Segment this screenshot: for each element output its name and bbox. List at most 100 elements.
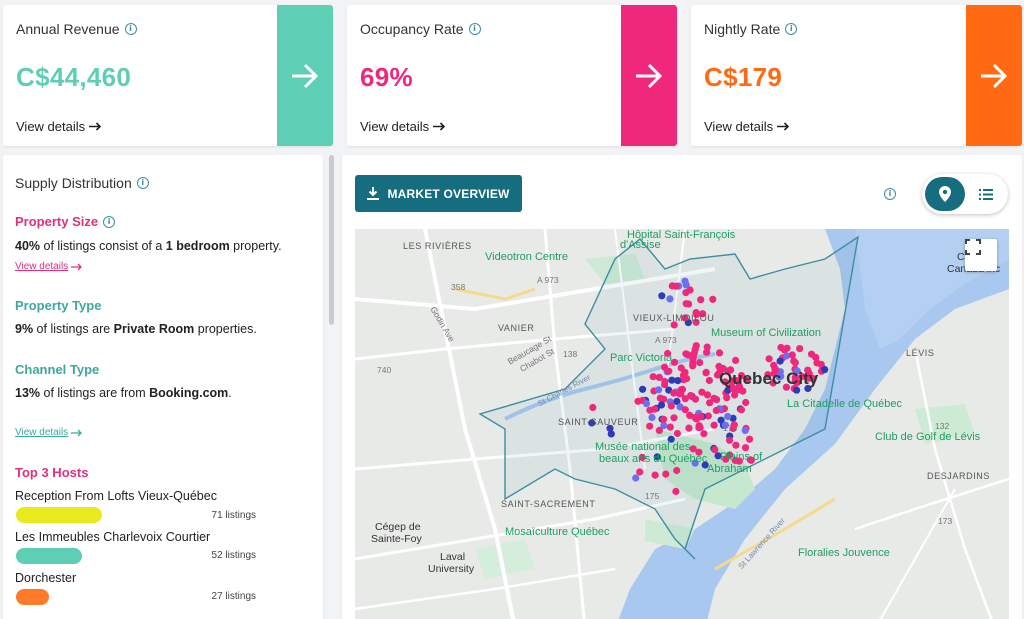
listing-marker[interactable]	[817, 360, 825, 368]
listing-marker[interactable]	[679, 376, 688, 384]
listing-marker[interactable]	[796, 345, 804, 353]
info-icon[interactable]: i	[884, 188, 896, 200]
listing-marker[interactable]	[634, 397, 642, 405]
listing-marker[interactable]	[807, 350, 816, 358]
listing-marker[interactable]	[804, 366, 812, 374]
listing-marker[interactable]	[632, 474, 640, 482]
listing-marker[interactable]	[725, 436, 734, 444]
listing-marker[interactable]	[660, 395, 668, 403]
listing-marker[interactable]	[666, 423, 674, 431]
listing-marker[interactable]	[672, 487, 680, 495]
listing-marker[interactable]	[727, 366, 735, 374]
listing-marker[interactable]	[804, 384, 812, 393]
listing-marker[interactable]	[696, 423, 704, 432]
listing-marker[interactable]	[667, 402, 675, 410]
info-icon[interactable]: i	[468, 23, 481, 35]
listings-map[interactable]: LES RIVIÈRES Videotron Centre Hôpital Sa…	[355, 229, 1009, 619]
listing-marker[interactable]	[726, 451, 734, 459]
listing-marker[interactable]	[731, 456, 739, 464]
listing-marker[interactable]	[681, 395, 689, 403]
info-icon[interactable]: i	[124, 23, 137, 35]
property-size-view-details-link[interactable]: View details	[15, 261, 83, 272]
listing-marker[interactable]	[681, 406, 689, 414]
listing-marker[interactable]	[660, 421, 668, 430]
listing-marker[interactable]	[703, 348, 711, 356]
listing-marker[interactable]	[681, 314, 689, 322]
info-icon[interactable]: i	[136, 177, 149, 189]
listing-marker[interactable]	[713, 396, 721, 404]
listing-marker[interactable]	[670, 414, 678, 422]
listing-marker[interactable]	[648, 413, 656, 422]
listing-marker[interactable]	[747, 456, 755, 464]
listing-marker[interactable]	[703, 343, 711, 351]
listing-marker[interactable]	[698, 388, 706, 396]
listing-marker[interactable]	[743, 376, 751, 384]
listing-marker[interactable]	[729, 424, 737, 433]
nightly-rate-view-details-link[interactable]: View details	[704, 119, 790, 134]
map-view-button[interactable]	[925, 177, 965, 211]
listing-marker[interactable]	[715, 362, 723, 370]
listing-marker[interactable]	[724, 386, 732, 394]
listing-marker[interactable]	[791, 359, 799, 367]
listing-marker[interactable]	[711, 446, 719, 454]
listing-marker[interactable]	[638, 453, 646, 461]
listing-marker[interactable]	[746, 435, 754, 443]
listing-marker[interactable]	[685, 424, 693, 432]
listing-marker[interactable]	[793, 386, 801, 394]
listing-marker[interactable]	[771, 365, 779, 373]
listing-marker[interactable]	[721, 378, 729, 386]
listing-marker[interactable]	[642, 400, 651, 408]
listing-marker[interactable]	[681, 368, 689, 376]
listing-marker[interactable]	[737, 372, 746, 380]
listing-marker[interactable]	[607, 430, 615, 438]
listing-marker[interactable]	[657, 401, 666, 409]
listing-marker[interactable]	[798, 372, 806, 381]
listing-marker[interactable]	[709, 295, 717, 303]
listing-marker[interactable]	[653, 453, 661, 461]
listing-marker[interactable]	[697, 296, 705, 304]
listing-marker[interactable]	[699, 310, 707, 318]
listing-marker[interactable]	[670, 358, 679, 366]
occupancy-rate-arrow-button[interactable]	[621, 5, 677, 146]
listing-marker[interactable]	[732, 356, 740, 364]
listing-marker[interactable]	[782, 383, 790, 391]
market-overview-button[interactable]: MARKET OVERVIEW	[355, 175, 522, 212]
listing-marker[interactable]	[706, 399, 714, 407]
listing-marker[interactable]	[702, 368, 710, 376]
listing-marker[interactable]	[769, 379, 777, 387]
listing-marker[interactable]	[693, 310, 701, 318]
listing-marker[interactable]	[692, 342, 700, 350]
listing-marker[interactable]	[668, 376, 676, 384]
listing-marker[interactable]	[673, 466, 681, 475]
supply-panel-scrollbar[interactable]	[329, 155, 334, 325]
annual-revenue-view-details-link[interactable]: View details	[16, 119, 102, 134]
listing-marker[interactable]	[741, 444, 750, 452]
annual-revenue-arrow-button[interactable]	[277, 5, 333, 146]
listing-marker[interactable]	[705, 376, 713, 385]
listing-marker[interactable]	[682, 289, 690, 297]
listing-marker[interactable]	[674, 377, 682, 385]
listing-marker[interactable]	[682, 300, 690, 308]
listing-marker[interactable]	[701, 461, 709, 469]
listing-marker[interactable]	[666, 295, 674, 303]
listing-marker[interactable]	[712, 406, 720, 415]
listing-marker[interactable]	[724, 412, 732, 421]
listing-marker[interactable]	[696, 359, 704, 367]
listing-marker[interactable]	[723, 394, 731, 402]
listing-marker[interactable]	[658, 292, 666, 300]
listing-marker[interactable]	[670, 321, 678, 329]
listing-marker[interactable]	[691, 395, 700, 403]
listing-marker[interactable]	[791, 377, 799, 385]
listing-marker[interactable]	[651, 405, 659, 413]
listing-marker[interactable]	[670, 389, 678, 397]
listing-marker[interactable]	[704, 412, 712, 420]
listing-marker[interactable]	[655, 373, 663, 381]
listing-marker[interactable]	[700, 430, 708, 438]
listing-marker[interactable]	[710, 421, 718, 429]
listing-marker[interactable]	[783, 344, 791, 352]
listing-marker[interactable]	[737, 406, 745, 414]
listing-marker[interactable]	[742, 398, 750, 407]
listing-marker[interactable]	[776, 357, 784, 365]
occupancy-rate-view-details-link[interactable]: View details	[360, 119, 446, 134]
listing-marker[interactable]	[649, 373, 657, 381]
